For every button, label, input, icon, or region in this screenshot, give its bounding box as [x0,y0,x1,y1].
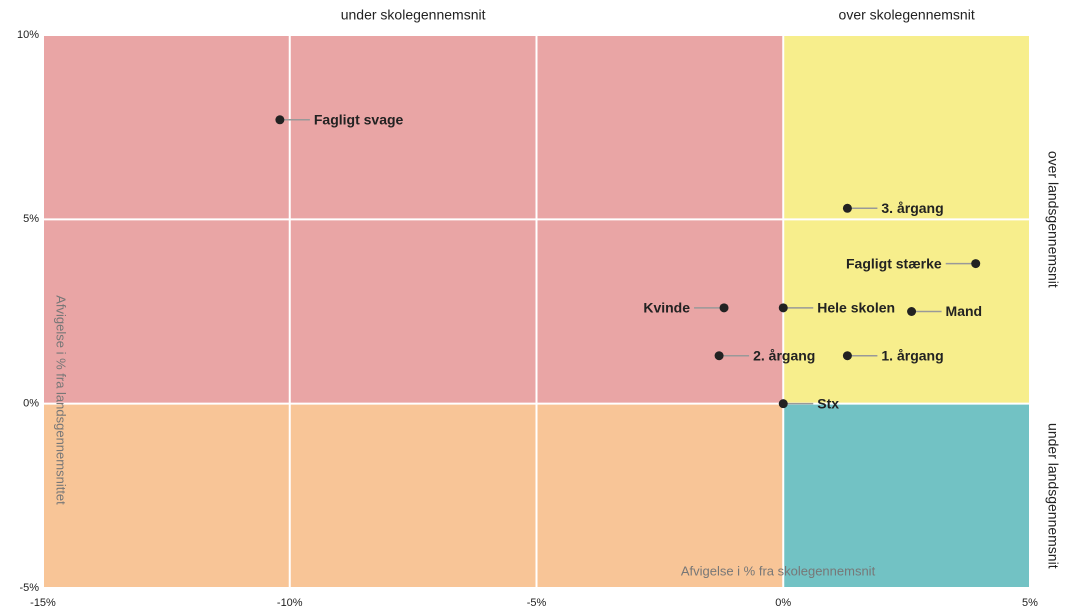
point-label: 3. årgang [881,200,943,216]
region-label: over landsgennemsnit [1045,151,1061,288]
data-point [971,259,981,269]
point-label: Mand [946,303,983,319]
x-axis-title: Afvigelse i % fra skolegennemsnit [681,563,876,578]
data-point [842,203,852,213]
x-tick-label: -15% [30,597,56,609]
y-tick-label: 10% [17,29,39,41]
point-label: Hele skolen [817,300,895,316]
data-point [842,351,852,361]
x-tick-label: -10% [277,597,303,609]
point-label: 2. årgang [753,347,815,363]
y-axis-title: Afvigelse i % fra landsgennemsnittet [54,295,69,505]
point-label: Fagligt stærke [846,255,942,271]
data-point [907,307,917,316]
data-point [778,303,788,313]
y-tick-label: 0% [23,398,39,410]
x-tick-label: -5% [527,597,547,609]
point-label: Kvinde [643,300,690,316]
x-tick-label: 0% [775,597,791,609]
data-point [719,303,729,313]
point-label: Fagligt svage [314,111,404,127]
y-tick-label: 5% [23,213,39,225]
region-label: over skolegennemsnit [839,7,975,23]
x-tick-label: 5% [1022,597,1038,609]
region-label: under skolegennemsnit [341,7,486,23]
quadrant-bottom-left [43,403,784,588]
point-label: Stx [817,395,839,411]
quadrant-bottom-right [783,403,1030,588]
point-label: 1. årgang [881,347,943,363]
data-point [778,399,788,409]
data-point [714,351,724,361]
data-point [275,115,285,125]
region-label: under landsgennemsnit [1045,423,1061,569]
y-tick-label: -5% [19,582,39,594]
